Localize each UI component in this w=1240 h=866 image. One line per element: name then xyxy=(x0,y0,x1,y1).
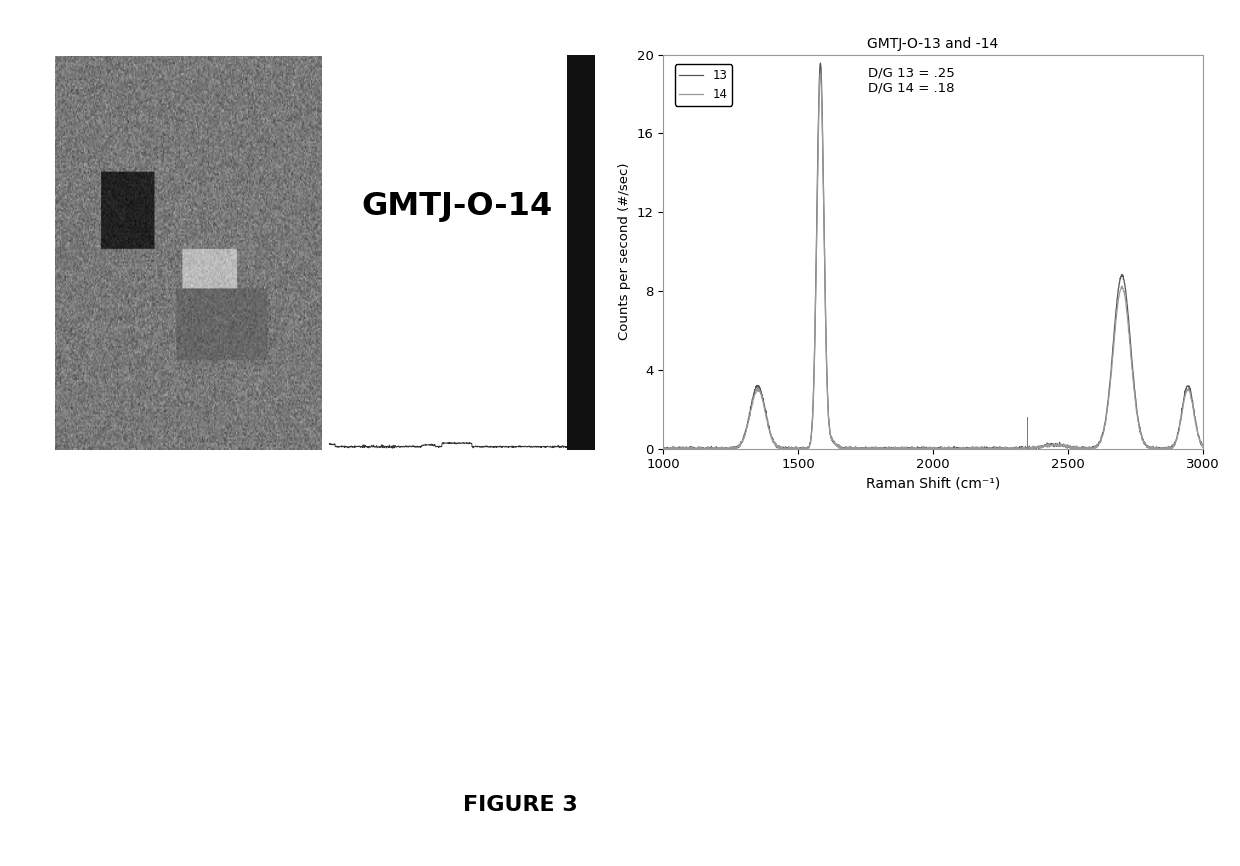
Y-axis label: Counts per second (#/sec): Counts per second (#/sec) xyxy=(618,163,631,340)
13 xyxy=(1180,381,1195,391)
14 xyxy=(1180,385,1195,396)
14 xyxy=(683,443,698,454)
14 xyxy=(1179,385,1194,396)
Text: D/G 13 = .25
D/G 14 = .18: D/G 13 = .25 D/G 14 = .18 xyxy=(868,67,955,94)
Title: GMTJ-O-13 and -14: GMTJ-O-13 and -14 xyxy=(868,36,998,50)
X-axis label: Raman Shift (cm⁻¹): Raman Shift (cm⁻¹) xyxy=(866,477,1001,491)
Line: 13: 13 xyxy=(663,63,1203,449)
Text: GMTJ-O-14: GMTJ-O-14 xyxy=(361,191,552,222)
13 xyxy=(656,443,671,454)
14 xyxy=(904,443,919,454)
Text: FIGURE 3: FIGURE 3 xyxy=(464,795,578,816)
14 xyxy=(919,443,934,454)
14 xyxy=(1081,443,1096,454)
14 xyxy=(1195,439,1210,449)
14 xyxy=(656,443,671,454)
13 xyxy=(1081,443,1096,454)
Line: 14: 14 xyxy=(663,74,1203,449)
14 xyxy=(812,69,827,80)
13 xyxy=(813,58,828,68)
13 xyxy=(1195,440,1210,450)
13 xyxy=(904,443,919,454)
13 xyxy=(1179,381,1194,391)
13 xyxy=(919,443,934,454)
Legend: 13, 14: 13, 14 xyxy=(675,64,732,106)
13 xyxy=(683,443,698,454)
